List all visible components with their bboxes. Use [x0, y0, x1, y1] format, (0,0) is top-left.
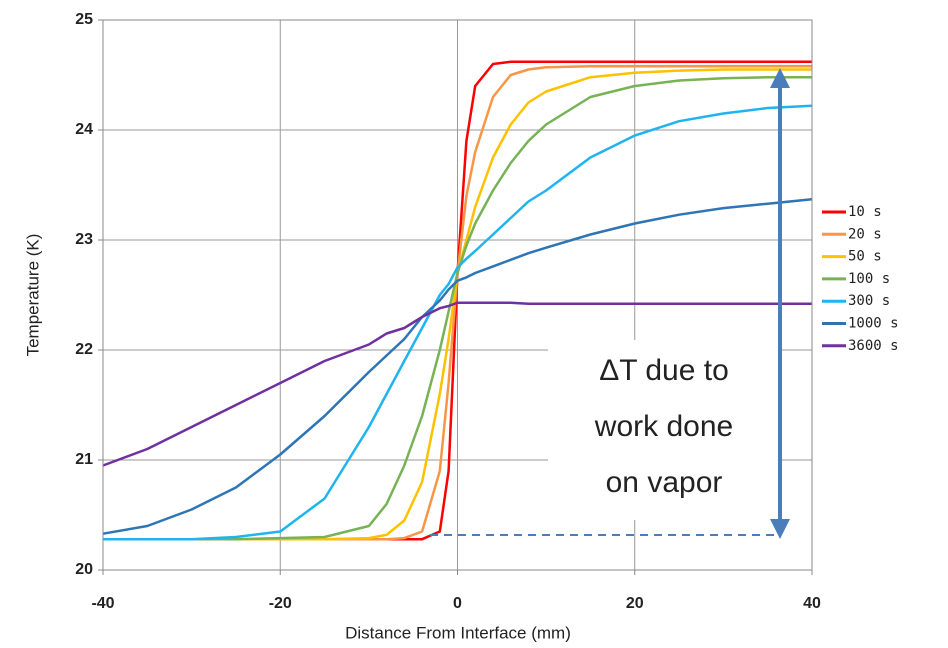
y-tick-label: 22 — [75, 341, 93, 358]
series-line — [102, 301, 812, 467]
plot-frame — [102, 19, 813, 571]
annotation: on vapor — [606, 466, 723, 499]
annotation-box — [548, 340, 780, 520]
legend-label: 100 s — [848, 271, 890, 287]
legend-label: 300 s — [848, 293, 890, 309]
y-tick-label: 25 — [75, 11, 93, 28]
series-line — [103, 75, 812, 541]
x-tick-label: -20 — [269, 595, 292, 612]
x-tick-label: 40 — [803, 595, 821, 612]
annotation: work done — [594, 410, 733, 443]
y-tick-label: 20 — [75, 561, 93, 578]
legend-label: 1000 s — [848, 316, 899, 332]
series-line — [103, 104, 813, 541]
y-tick-label: 23 — [75, 231, 93, 248]
x-tick-label: 20 — [626, 595, 644, 612]
legend-label: 10 s — [848, 204, 882, 220]
legend-label: 3600 s — [848, 338, 899, 354]
legend-label: 50 s — [848, 249, 882, 265]
y-axis-title: Temperature (K) — [23, 234, 42, 357]
series-line — [102, 198, 813, 535]
x-tick-label: -40 — [91, 595, 114, 612]
x-tick-label: 0 — [453, 595, 462, 612]
x-axis-title: Distance From Interface (mm) — [345, 623, 571, 642]
annotation: ΔT due to — [599, 354, 729, 387]
y-tick-label: 24 — [75, 121, 93, 138]
y-tick-label: 21 — [75, 451, 93, 468]
legend-label: 20 s — [848, 226, 882, 242]
